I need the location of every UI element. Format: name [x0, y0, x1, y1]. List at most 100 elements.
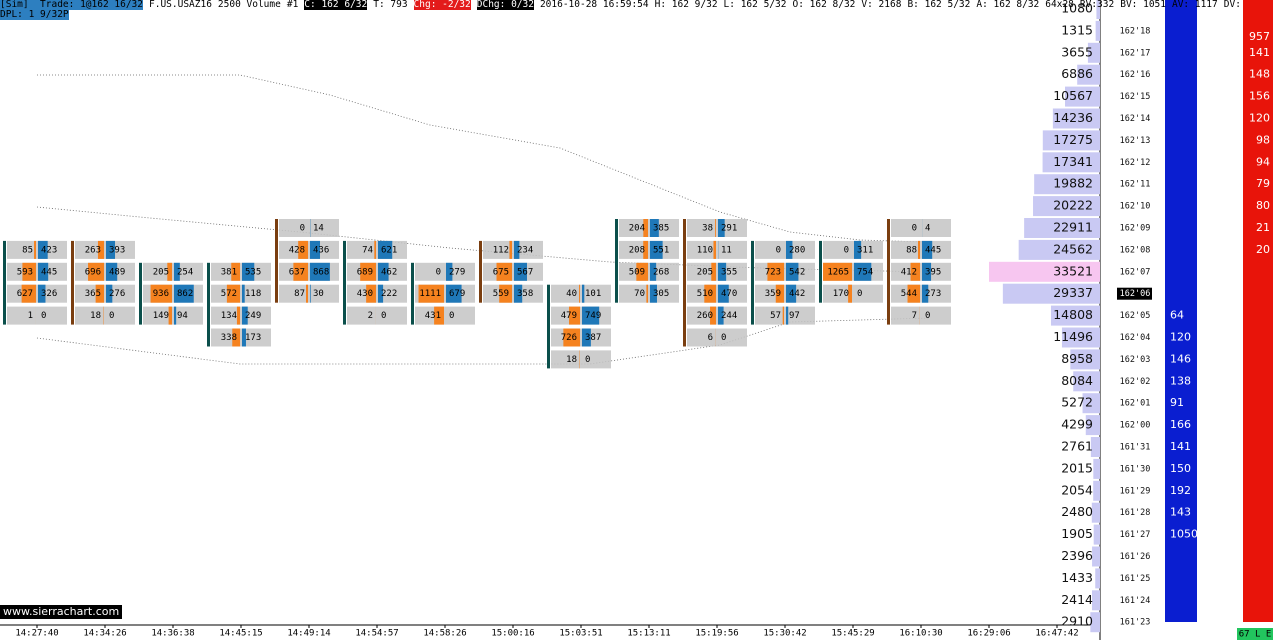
ask-volume: 279: [449, 267, 465, 277]
bid-volume: 723: [765, 267, 781, 277]
header-item: C: 162 6/32: [304, 0, 368, 10]
candle-marker: [343, 240, 346, 325]
time-label: 14:58:26: [423, 629, 466, 639]
bid-volume: 510: [697, 289, 713, 299]
ask-volume: 14: [313, 224, 324, 234]
status-text: 67 L E: [1239, 630, 1272, 640]
cell-background: [279, 284, 339, 303]
bid-volume: 431: [425, 311, 441, 321]
price-label: 161'23: [1120, 618, 1151, 628]
bid-volume: 1265: [827, 267, 849, 277]
cell-background: [211, 306, 271, 325]
ask-depth: 141: [1249, 46, 1270, 59]
ask-volume: 305: [653, 289, 669, 299]
bid-strip: [231, 262, 240, 281]
bid-volume: 70: [634, 289, 645, 299]
ask-strip: [514, 262, 527, 281]
bid-volume: 936: [153, 289, 169, 299]
header-item: 64x28: [1045, 0, 1074, 10]
ask-volume: 395: [925, 267, 941, 277]
header-line-2: DPL: 1 9/32P: [0, 9, 69, 20]
bid-strip: [569, 306, 580, 325]
bid-strip: [226, 284, 240, 303]
profile-bar: [1093, 458, 1100, 479]
cell-background: [75, 284, 135, 303]
ask-strip: [378, 240, 393, 259]
candle-marker: [207, 262, 210, 347]
cell-background: [687, 284, 747, 303]
ask-volume: 489: [109, 267, 125, 277]
profile-bar: [1093, 524, 1100, 545]
ask-volume: 542: [789, 267, 805, 277]
time-label: 16:29:06: [967, 629, 1010, 639]
ask-volume: 0: [381, 311, 386, 321]
profile-volume: 19882: [1053, 176, 1093, 191]
bid-strip: [782, 306, 784, 325]
ask-volume: 0: [449, 311, 454, 321]
ask-strip: [38, 262, 49, 281]
ask-strip: [582, 328, 591, 347]
ask-volume: 0: [585, 355, 590, 365]
price-label: 162'07: [1120, 267, 1151, 277]
price-label: 161'31: [1120, 443, 1151, 453]
ask-strip: [310, 284, 311, 303]
price-label: 161'26: [1120, 552, 1151, 562]
ask-volume: 551: [653, 245, 669, 255]
ask-strip: [854, 262, 872, 281]
ask-strip: [446, 284, 462, 303]
bid-volume: 696: [85, 267, 101, 277]
bid-volume: 428: [289, 245, 305, 255]
bid-strip: [374, 240, 376, 259]
cell-background: [687, 328, 747, 347]
ask-volume: 749: [585, 311, 601, 321]
price-label: 161'29: [1120, 486, 1151, 496]
bid-volume: 263: [85, 245, 101, 255]
bid-volume: 208: [629, 245, 645, 255]
ask-volume: 462: [381, 267, 397, 277]
cell-background: [891, 284, 951, 303]
cell-background: [619, 219, 679, 237]
time-label: 14:54:57: [355, 629, 398, 639]
time-label: 15:45:29: [831, 629, 874, 639]
header: [Sim] Trade: 1@162 16/32 F.US.USAZ16 2500 …: [0, 0, 1247, 20]
candle-marker: [411, 262, 414, 325]
profile-volume: 8084: [1061, 373, 1093, 388]
bid-volume: 365: [85, 289, 101, 299]
profile-volume: 4299: [1061, 417, 1093, 432]
ask-strip: [38, 284, 46, 303]
ask-depth: 957: [1249, 30, 1270, 43]
cell-background: [347, 306, 407, 325]
bid-depth: 146: [1170, 352, 1191, 365]
bid-volume: 412: [901, 267, 917, 277]
cell-background: [687, 306, 747, 325]
bid-volume: 18: [90, 311, 101, 321]
ask-strip: [650, 262, 657, 281]
candle-marker: [139, 262, 142, 325]
ask-strip: [242, 328, 246, 347]
bid-volume: 260: [697, 311, 713, 321]
ask-volume: 442: [789, 289, 805, 299]
bid-volume: 1: [28, 311, 33, 321]
ask-strip: [242, 306, 248, 325]
ask-depth: 21: [1256, 221, 1270, 234]
ask-volume: 535: [245, 267, 261, 277]
bid-strip: [643, 219, 648, 237]
price-label: 162'09: [1120, 224, 1151, 234]
price-label: 162'14: [1120, 114, 1151, 124]
profile-bar: [1096, 0, 1100, 19]
bid-depth: 120: [1170, 331, 1191, 344]
cell-background: [823, 284, 883, 303]
ask-depth: 80: [1256, 199, 1270, 212]
header-item: F.US.USAZ16: [149, 0, 212, 10]
profile-bar: [1042, 152, 1100, 173]
status-box: [1237, 628, 1273, 640]
profile-volume: 22911: [1053, 220, 1093, 235]
time-label: 15:03:51: [559, 629, 602, 639]
header-item: H: 162 9/32: [654, 0, 718, 10]
profile-volume: 29337: [1053, 285, 1093, 300]
ask-volume: 326: [41, 289, 57, 299]
bid-depth: 166: [1170, 418, 1191, 431]
bid-volume: 0: [300, 224, 305, 234]
price-label: 162'11: [1120, 180, 1151, 190]
profile-bar: [1018, 239, 1100, 260]
